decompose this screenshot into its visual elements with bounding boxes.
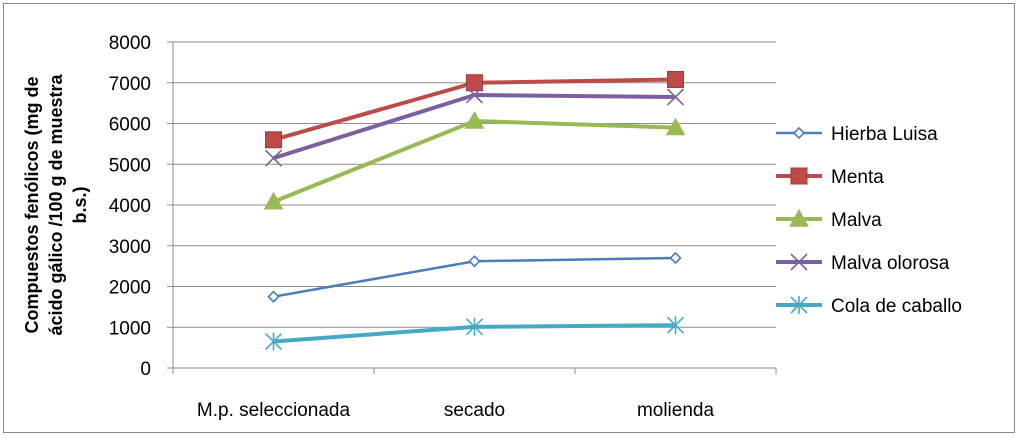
y-tick-label: 1000 (109, 318, 151, 339)
y-tick-label: 8000 (109, 33, 151, 54)
data-point (465, 317, 484, 336)
x-tick-label: secado (444, 400, 505, 421)
series-menta (265, 70, 684, 149)
data-point (468, 255, 481, 268)
data-point (264, 149, 283, 167)
legend-entry: Hierba Luisa (776, 124, 938, 145)
chart-frame (3, 3, 1015, 433)
legend-label: Malva olorosa (831, 253, 950, 274)
series-line (272, 119, 676, 204)
y-tick-label: 5000 (109, 155, 151, 176)
x-tick-label: M.p. seleccionada (197, 400, 351, 421)
legend: Hierba Luisa Menta Malva Malva olorosa Cola … (776, 124, 962, 317)
y-tick-label: 3000 (109, 237, 151, 258)
y-tick-label: 0 (140, 359, 151, 380)
data-point (264, 332, 283, 351)
series-cola-de-caballo (264, 316, 685, 351)
data-point (790, 296, 808, 314)
data-point (465, 86, 484, 104)
y-tick-label: 7000 (109, 74, 151, 95)
series (263, 70, 686, 351)
legend-label: Menta (831, 167, 884, 188)
legend-entry: Malva (776, 208, 882, 231)
data-point (790, 167, 808, 185)
data-point (466, 74, 483, 92)
x-tick-label: molienda (637, 400, 715, 421)
y-tick-labels: 0 1000 2000 3000 4000 5000 6000 7000 8000 (109, 33, 151, 380)
series-hierba-luisa (267, 251, 682, 303)
data-point (263, 191, 284, 210)
data-point (267, 290, 280, 303)
data-point (665, 117, 686, 136)
x-tick-labels: M.p. seleccionada secado molienda (197, 400, 715, 421)
axes (167, 41, 777, 374)
y-tick-label: 4000 (109, 196, 151, 217)
legend-label: Hierba Luisa (831, 124, 938, 145)
legend-entry: Malva olorosa (776, 253, 950, 274)
data-point (666, 88, 685, 106)
legend-entry: Cola de caballo (776, 296, 962, 317)
y-tick-label: 2000 (109, 278, 151, 299)
data-point (789, 208, 809, 227)
legend-label: Malva (831, 210, 882, 231)
y-axis-title: Compuestos fenólicos (mg de ácido gálico … (22, 73, 90, 335)
y-axis-title-line: ácido gálico /100 g de muestra (46, 73, 66, 335)
y-axis-title-line: Compuestos fenólicos (mg de (22, 76, 42, 333)
series-malva-olorosa (264, 86, 685, 167)
data-point (464, 111, 485, 129)
data-point (265, 131, 282, 149)
y-axis-title-line: b.s.) (70, 186, 90, 223)
data-point (666, 316, 685, 335)
data-point (667, 70, 684, 88)
data-point (792, 126, 806, 140)
series-malva (263, 111, 686, 210)
data-point (790, 253, 808, 271)
data-point (669, 251, 682, 265)
legend-entry: Menta (776, 167, 884, 188)
legend-label: Cola de caballo (831, 296, 962, 317)
y-tick-label: 6000 (109, 115, 151, 136)
